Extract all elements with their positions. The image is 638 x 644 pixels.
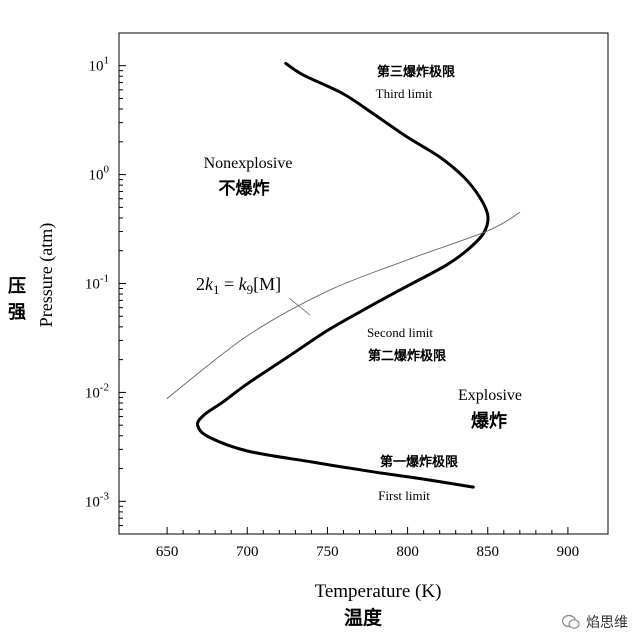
nonexplosive-cn: 不爆炸 [219,178,270,199]
x-tick-label: 800 [396,544,419,560]
y-axis-label-cn-2: 强 [8,302,26,323]
x-tick-label: 850 [477,544,500,560]
x-tick-label: 900 [557,544,580,560]
second-limit-cn: 第二爆炸极限 [368,348,447,364]
third-limit-en: Third limit [376,86,433,101]
y-tick-label: 10-2 [85,381,109,401]
y-tick-label: 10-3 [85,490,110,510]
x-tick-label: 650 [156,544,179,560]
explosive-cn: 爆炸 [471,410,507,432]
y-tick-label: 101 [89,55,110,75]
explosive-en: Explosive [458,387,522,404]
first-limit-en: First limit [378,488,430,503]
x-axis-label-cn: 温度 [344,606,383,629]
y-axis-label: Pressure (atm) [36,223,57,327]
x-axis-label: Temperature (K) [315,581,442,602]
series-label-leader [288,297,311,316]
first-limit-cn: 第一爆炸极限 [380,454,459,470]
third-limit-cn: 第三爆炸极限 [377,64,456,80]
explosion-limit-curve [195,61,490,489]
watermark-text: 焰思维 [586,615,628,631]
watermark: 焰思维 [562,612,628,632]
reaction-balance-curve [166,211,521,399]
second-limit-en: Second limit [367,325,433,340]
wechat-icon [562,614,580,629]
y-tick-label: 10-1 [85,273,109,293]
x-tick-label: 750 [316,544,339,560]
y-tick-label: 100 [89,164,110,184]
nonexplosive-en: Nonexplosive [204,155,293,172]
y-axis-label-cn-1: 压 [8,276,26,297]
series-label-2k1: 2k1 = k9[M] [196,274,281,297]
x-tick-label: 700 [236,544,259,560]
